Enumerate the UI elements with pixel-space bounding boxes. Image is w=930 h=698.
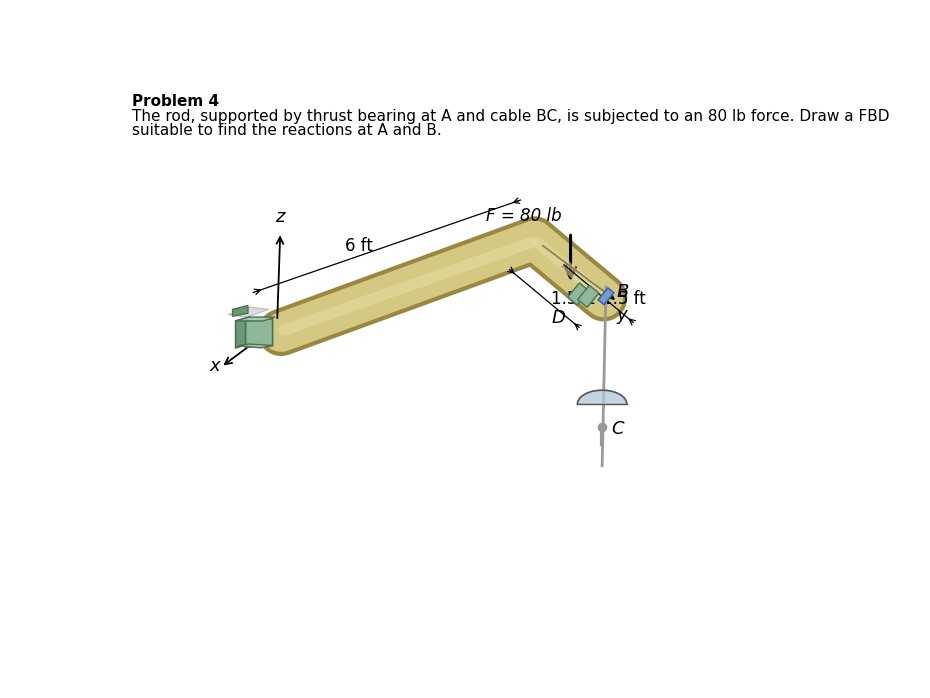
Text: suitable to find the reactions at A and B.: suitable to find the reactions at A and … — [132, 123, 442, 138]
Text: 1.5 ft: 1.5 ft — [603, 290, 646, 308]
Polygon shape — [598, 288, 614, 304]
Text: y: y — [616, 306, 627, 325]
Polygon shape — [578, 390, 627, 404]
Text: A: A — [249, 318, 262, 336]
Text: D: D — [551, 309, 565, 327]
Text: z: z — [275, 208, 285, 226]
Polygon shape — [246, 318, 272, 347]
Polygon shape — [232, 306, 248, 316]
Text: 1.5 ft: 1.5 ft — [551, 290, 594, 308]
Polygon shape — [235, 317, 275, 321]
Text: C: C — [611, 419, 624, 438]
Text: B: B — [617, 283, 629, 301]
Text: x: x — [209, 357, 220, 375]
Polygon shape — [578, 285, 599, 307]
Text: F = 80 lb: F = 80 lb — [485, 207, 562, 225]
Polygon shape — [567, 283, 589, 305]
Polygon shape — [235, 317, 249, 348]
Text: 6 ft: 6 ft — [345, 237, 373, 255]
Polygon shape — [228, 307, 269, 317]
Text: The rod, supported by thrust bearing at A and cable BC, is subjected to an 80 lb: The rod, supported by thrust bearing at … — [132, 109, 890, 124]
Polygon shape — [238, 344, 272, 348]
Text: Problem 4: Problem 4 — [132, 94, 219, 109]
